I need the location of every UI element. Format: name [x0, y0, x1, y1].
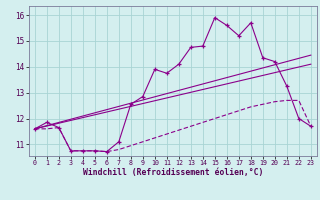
X-axis label: Windchill (Refroidissement éolien,°C): Windchill (Refroidissement éolien,°C)	[83, 168, 263, 177]
